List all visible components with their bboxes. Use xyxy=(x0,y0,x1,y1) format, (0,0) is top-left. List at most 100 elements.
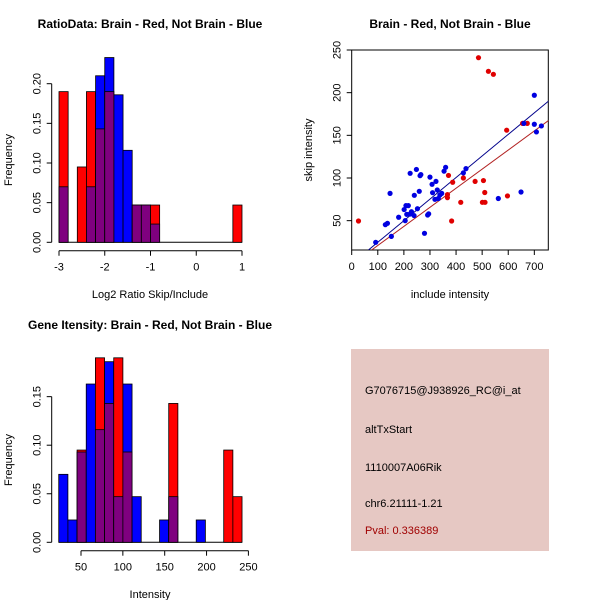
not-brain-point xyxy=(414,206,421,212)
not-brain-point xyxy=(434,187,440,193)
brain-point xyxy=(449,218,455,224)
intensity-hist-bar-overlap xyxy=(76,451,87,543)
not-brain-point xyxy=(417,173,423,179)
ratio-hist-bar-not-brain xyxy=(113,94,124,243)
scatter-y-tick-label: 250 xyxy=(332,41,344,59)
not-brain-point xyxy=(421,230,428,236)
not-brain-point xyxy=(388,233,394,239)
intensity-hist-bar-overlap xyxy=(113,496,124,543)
ratio-hist-bar-not-brain xyxy=(122,149,133,243)
scatter-title: Brain - Red, Not Brain - Blue xyxy=(369,17,531,31)
p-value: Pval: 0.336389 xyxy=(365,525,439,537)
genomic-location: chr6.21111-1.21 xyxy=(365,498,443,510)
ratio-hist-bar-brain xyxy=(76,166,87,243)
not-brain-point xyxy=(538,123,544,129)
ratio-hist-y-tick-label: 0.15 xyxy=(32,113,44,134)
ratio-hist-bar-brain xyxy=(232,204,243,243)
probe-id: G7076715@J938926_RC@i_at xyxy=(365,385,521,397)
intensity-hist-bar-overlap xyxy=(104,403,115,543)
not-brain-point xyxy=(401,206,407,213)
scatter-y-tick-label: 50 xyxy=(332,215,344,227)
brain-point xyxy=(460,175,466,181)
brain-point xyxy=(355,218,362,224)
not-brain-point xyxy=(413,166,420,173)
intensity-hist-xlabel: Intensity xyxy=(130,589,171,600)
ratio-hist-bar-overlap xyxy=(131,204,142,243)
intensity-hist-bar-not-brain xyxy=(85,383,96,543)
event-type: altTxStart xyxy=(365,424,413,436)
not-brain-point xyxy=(533,129,540,135)
not-brain-point xyxy=(407,170,413,176)
scatter-x-tick-label: 100 xyxy=(369,261,387,273)
brain-fit-line xyxy=(371,120,549,250)
ratio-hist-bar-overlap xyxy=(58,186,69,243)
ratio-hist-y-tick-label: 0.20 xyxy=(32,73,44,94)
scatter-x-tick-label: 500 xyxy=(473,261,491,273)
not-brain-point xyxy=(408,209,415,215)
intensity-hist-bar-overlap xyxy=(122,451,133,543)
intensity-hist-bar-not-brain xyxy=(58,473,69,543)
scatter-x-tick-label: 400 xyxy=(447,261,465,273)
not-brain-point xyxy=(411,212,417,219)
brain-point xyxy=(480,177,487,184)
not-brain-point xyxy=(429,181,435,187)
brain-point xyxy=(485,68,492,74)
ratio-hist-ylabel: Frequency xyxy=(3,134,15,186)
ratio-hist-y-tick-label: 0.05 xyxy=(32,192,44,213)
intensity-hist-x-tick-label: 150 xyxy=(156,562,174,574)
intensity-hist-bar-brain xyxy=(232,496,243,543)
brain-point xyxy=(482,189,488,196)
not-brain-point xyxy=(443,164,449,170)
scatter-y-tick-label: 150 xyxy=(332,126,344,144)
scatter-x-tick-label: 300 xyxy=(421,261,439,273)
brain-point xyxy=(444,195,451,201)
brain-point xyxy=(482,199,488,205)
not-brain-point xyxy=(463,166,469,172)
intensity-hist-x-tick-label: 100 xyxy=(114,562,132,574)
intensity-hist-y-tick-label: 0.10 xyxy=(32,434,44,455)
ratio-hist-xlabel: Log2 Ratio Skip/Include xyxy=(92,289,208,301)
ratio-hist-bar-overlap xyxy=(150,223,161,243)
brain-point xyxy=(504,193,511,199)
ratio-hist-title: RatioData: Brain - Red, Not Brain - Blue xyxy=(38,17,263,31)
not-brain-point xyxy=(396,214,402,220)
scatter-x-tick-label: 200 xyxy=(395,261,413,273)
gene-name: 1110007A06Rik xyxy=(365,462,442,474)
scatter-x-tick-label: 0 xyxy=(349,261,355,273)
not-brain-point xyxy=(460,170,466,176)
intensity-hist-y-tick-label: 0.00 xyxy=(32,532,44,553)
brain-point xyxy=(458,199,464,205)
not-brain-point xyxy=(518,189,524,195)
intensity-hist-x-tick-label: 250 xyxy=(239,562,257,574)
intensity-hist-bar-overlap xyxy=(168,496,179,543)
not-brain-point xyxy=(521,120,527,126)
scatter-xlabel: include intensity xyxy=(411,289,490,301)
ratio-hist-bar-overlap xyxy=(95,128,106,243)
intensity-hist-ylabel: Frequency xyxy=(3,434,15,486)
ratio-hist-x-tick-label: -1 xyxy=(146,262,156,274)
intensity-hist-x-tick-label: 50 xyxy=(75,562,87,574)
not-brain-point xyxy=(405,203,411,209)
intensity-hist-bar-not-brain xyxy=(195,519,206,543)
not-brain-point xyxy=(373,239,379,245)
scatter-x-tick-label: 700 xyxy=(525,261,543,273)
brain-point xyxy=(445,172,452,179)
not-brain-point xyxy=(402,218,408,224)
not-brain-fit-line xyxy=(368,100,549,250)
not-brain-point xyxy=(427,174,433,180)
scatter-ylabel: skip intensity xyxy=(303,118,315,181)
ratio-hist-y-tick-label: 0.00 xyxy=(32,232,44,253)
not-brain-point xyxy=(416,188,422,194)
ratio-hist-x-tick-label: 0 xyxy=(193,262,199,274)
intensity-hist-bar-not-brain xyxy=(131,496,142,543)
brain-point xyxy=(472,178,478,185)
ratio-hist-x-tick-label: -2 xyxy=(100,262,110,274)
scatter-x-tick-label: 600 xyxy=(499,261,517,273)
ratio-hist-y-tick-label: 0.10 xyxy=(32,152,44,173)
brain-point xyxy=(475,55,482,61)
intensity-hist-x-tick-label: 200 xyxy=(197,562,215,574)
intensity-hist-title: Gene Itensity: Brain - Red, Not Brain - … xyxy=(28,318,272,332)
intensity-hist-bar-overlap xyxy=(94,429,105,543)
